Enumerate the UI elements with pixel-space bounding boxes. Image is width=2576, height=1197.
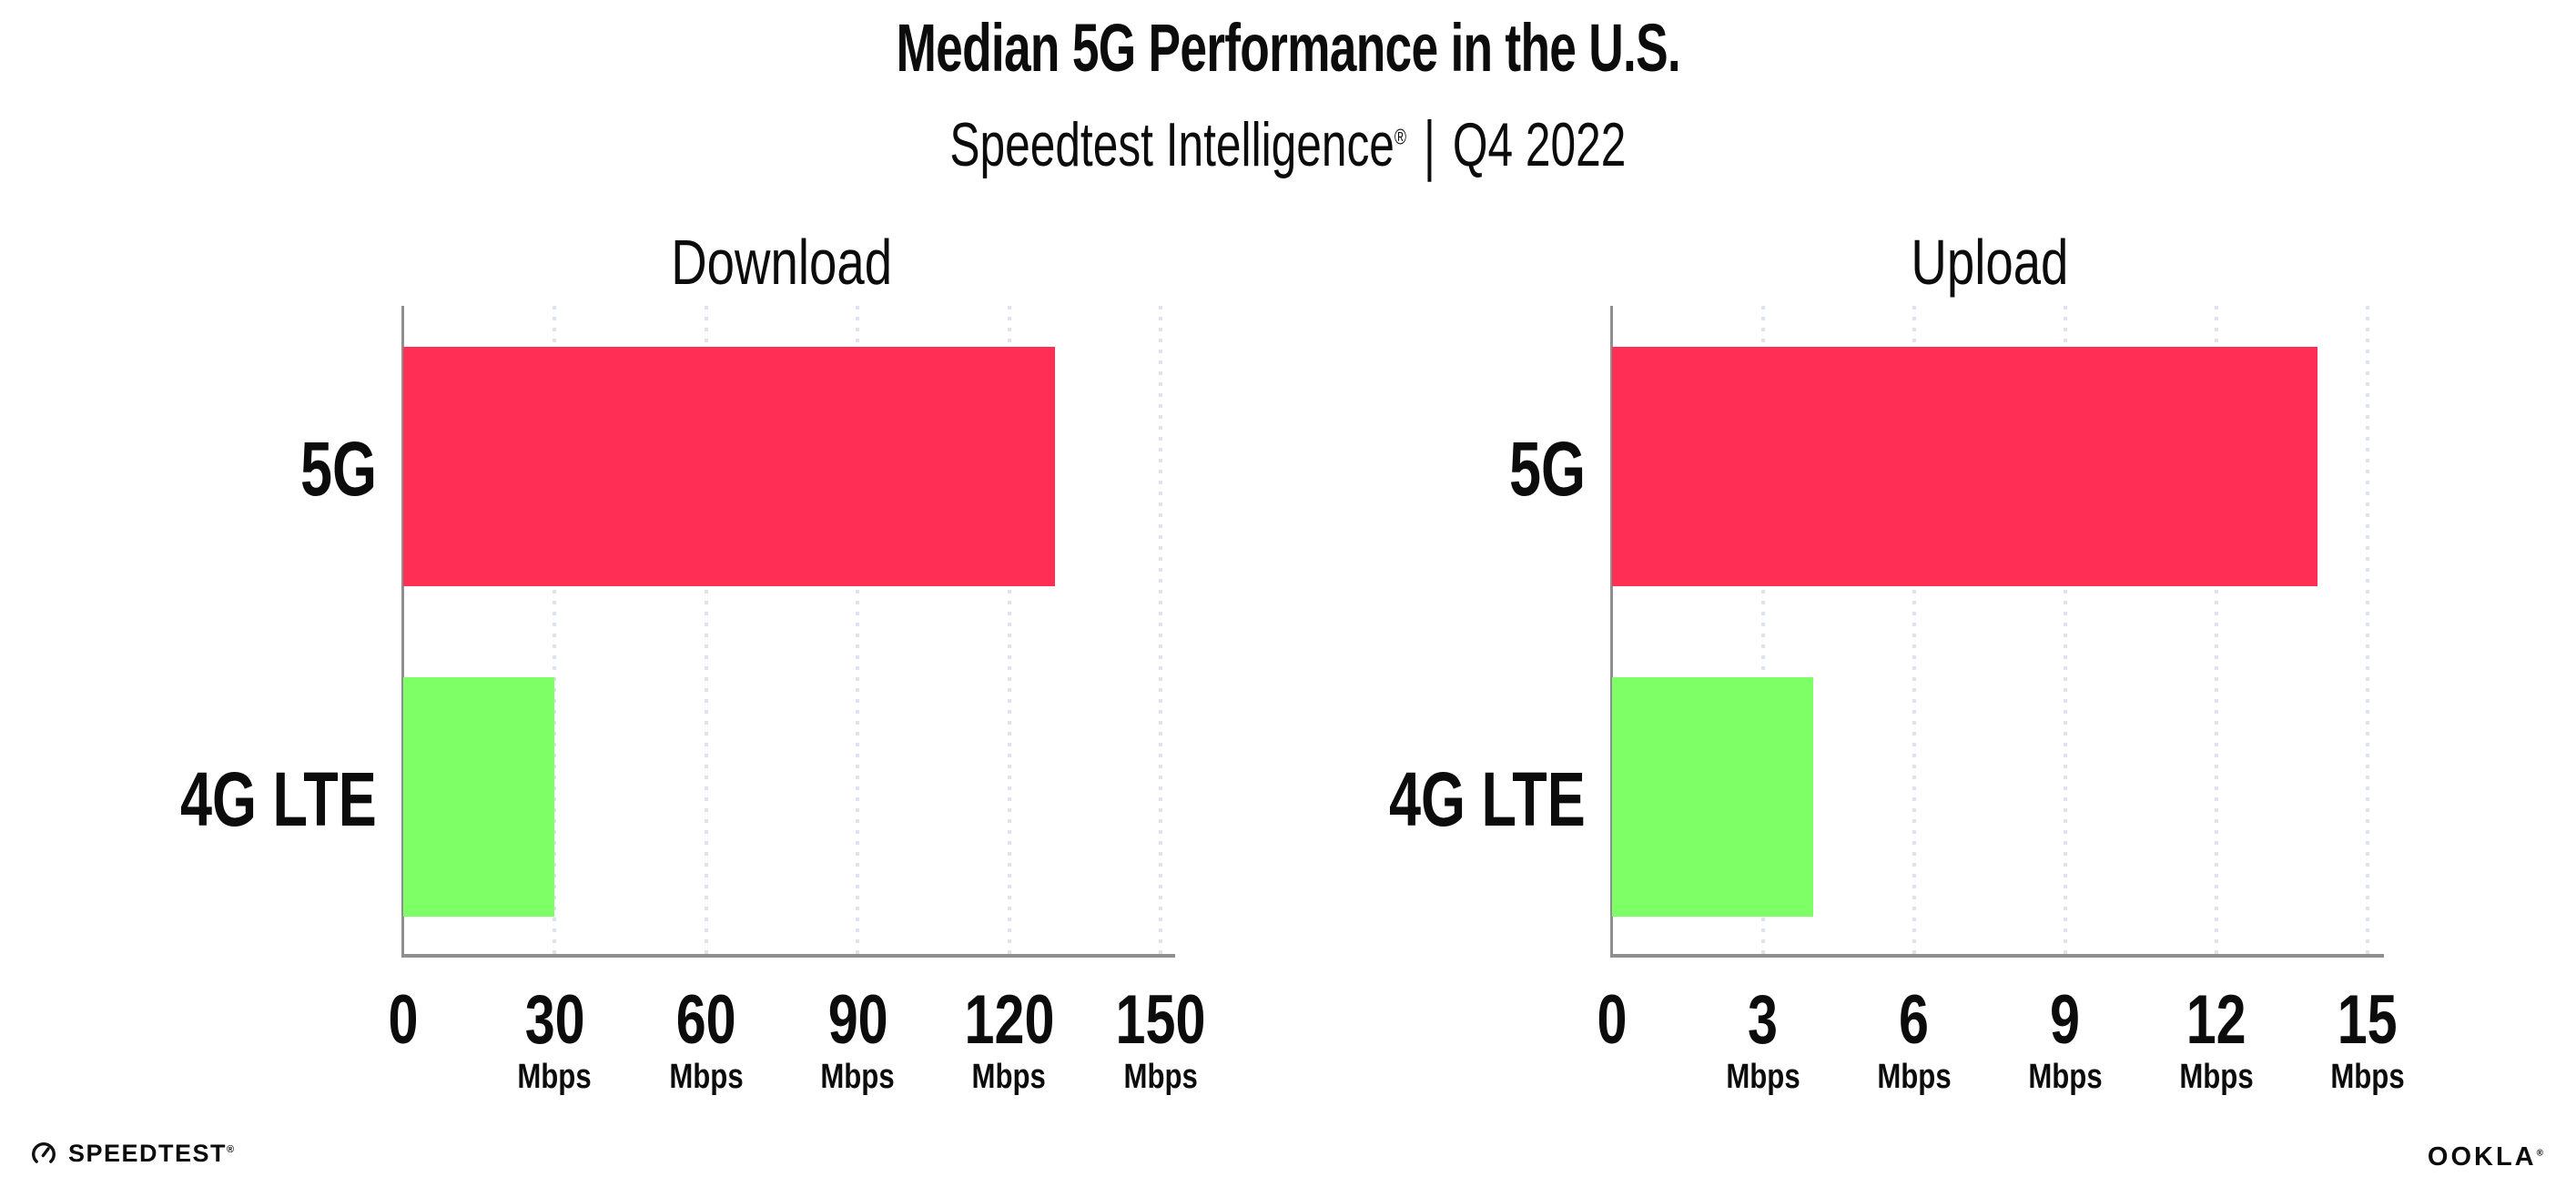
x-tick-0: 0	[1593, 985, 1631, 1056]
x-tick-value: 12	[2186, 981, 2246, 1059]
x-tick-unit: Mbps	[820, 1058, 895, 1096]
x-tick-value: 6	[1899, 981, 1930, 1059]
gridline-150	[1159, 306, 1162, 954]
x-tick-90: 90 Mbps	[813, 981, 903, 1097]
gridline-90	[856, 306, 860, 954]
x-tick-value: 30	[524, 981, 585, 1059]
x-tick-unit: Mbps	[971, 1058, 1047, 1096]
gridline-120	[1007, 306, 1011, 954]
x-tick-unit: Mbps	[2028, 1058, 2103, 1096]
y-axis-line	[1610, 306, 1613, 957]
x-tick-120: 120 Mbps	[951, 981, 1067, 1097]
page-title: Median 5G Performance in the U.S.	[896, 10, 1680, 86]
category-label-5g: 5G	[299, 426, 377, 512]
y-axis-line	[401, 306, 404, 957]
gridline-12	[2215, 306, 2218, 954]
x-tick-unit: Mbps	[517, 1058, 593, 1096]
x-tick-unit: Mbps	[2179, 1058, 2254, 1096]
x-tick-value: 3	[1748, 981, 1779, 1059]
subtitle-brand: Speedtest Intelligence	[949, 110, 1395, 179]
gridline-60	[704, 306, 708, 954]
gridline-6	[1912, 306, 1916, 954]
speedtest-wordmark: SPEEDTEST®	[68, 1140, 236, 1167]
x-tick-150: 150 Mbps	[1103, 981, 1219, 1097]
bar-4g-lte	[403, 677, 555, 917]
x-tick-value: 0	[388, 981, 419, 1059]
bar-4g-lte	[1612, 677, 1814, 917]
chart-title-upload: Upload	[1911, 227, 2069, 298]
bar-5g	[1612, 347, 2317, 586]
gridline-3	[1761, 306, 1765, 954]
x-tick-value: 90	[827, 981, 888, 1059]
x-axis-line	[1610, 954, 2384, 958]
x-tick-6: 6 Mbps	[1869, 981, 1959, 1097]
ookla-wordmark: OOKLA	[2427, 1142, 2537, 1172]
x-tick-value: 150	[1115, 981, 1206, 1059]
x-tick-value: 120	[964, 981, 1055, 1059]
x-tick-60: 60 Mbps	[661, 981, 751, 1097]
x-axis-line	[401, 954, 1175, 958]
category-label-5g: 5G	[1508, 426, 1586, 512]
speedtest-logo: SPEEDTEST®	[30, 1140, 236, 1167]
x-axis-ticks-upload: 0 3 Mbps 6 Mbps 9 Mbps 12 Mbps 15 Mbps	[1597, 981, 2405, 1121]
gridline-9	[2064, 306, 2067, 954]
x-tick-15: 15 Mbps	[2322, 981, 2412, 1097]
x-tick-value: 15	[2338, 981, 2398, 1059]
registered-mark: ®	[1394, 125, 1407, 150]
x-tick-value: 60	[675, 981, 736, 1059]
registered-mark: ®	[2536, 1148, 2546, 1159]
subtitle-period: Q4 2022	[1453, 110, 1627, 179]
registered-mark: ®	[227, 1144, 236, 1155]
subtitle-separator: |	[1424, 107, 1436, 183]
x-tick-30: 30 Mbps	[510, 981, 600, 1097]
gauge-icon	[30, 1140, 57, 1167]
bar-5g	[403, 347, 1055, 586]
chart-title-download: Download	[671, 227, 893, 298]
x-axis-ticks-download: 0 30 Mbps 60 Mbps 90 Mbps 120 Mbps 150 Mbps	[389, 981, 1206, 1121]
plot-area-download	[403, 306, 1162, 954]
gridline-30	[553, 306, 557, 954]
x-tick-unit: Mbps	[1726, 1058, 1800, 1096]
x-tick-unit: Mbps	[1123, 1058, 1198, 1096]
x-tick-9: 9 Mbps	[2020, 981, 2110, 1097]
category-label-4g-lte: 4G LTE	[1389, 756, 1586, 842]
plot-area-upload	[1612, 306, 2369, 954]
x-tick-unit: Mbps	[2330, 1058, 2405, 1096]
gridline-15	[2366, 306, 2369, 954]
x-tick-unit: Mbps	[669, 1058, 744, 1096]
x-tick-3: 3 Mbps	[1718, 981, 1808, 1097]
x-tick-12: 12 Mbps	[2171, 981, 2261, 1097]
ookla-logo: OOKLA®	[2428, 1143, 2546, 1171]
x-tick-value: 9	[2050, 981, 2081, 1059]
x-tick-unit: Mbps	[1877, 1058, 1952, 1096]
category-label-4g-lte: 4G LTE	[180, 756, 377, 842]
page-subtitle: Speedtest Intelligence® | Q4 2022	[0, 107, 2576, 183]
x-tick-value: 0	[1597, 981, 1628, 1059]
x-tick-0: 0	[384, 985, 422, 1056]
